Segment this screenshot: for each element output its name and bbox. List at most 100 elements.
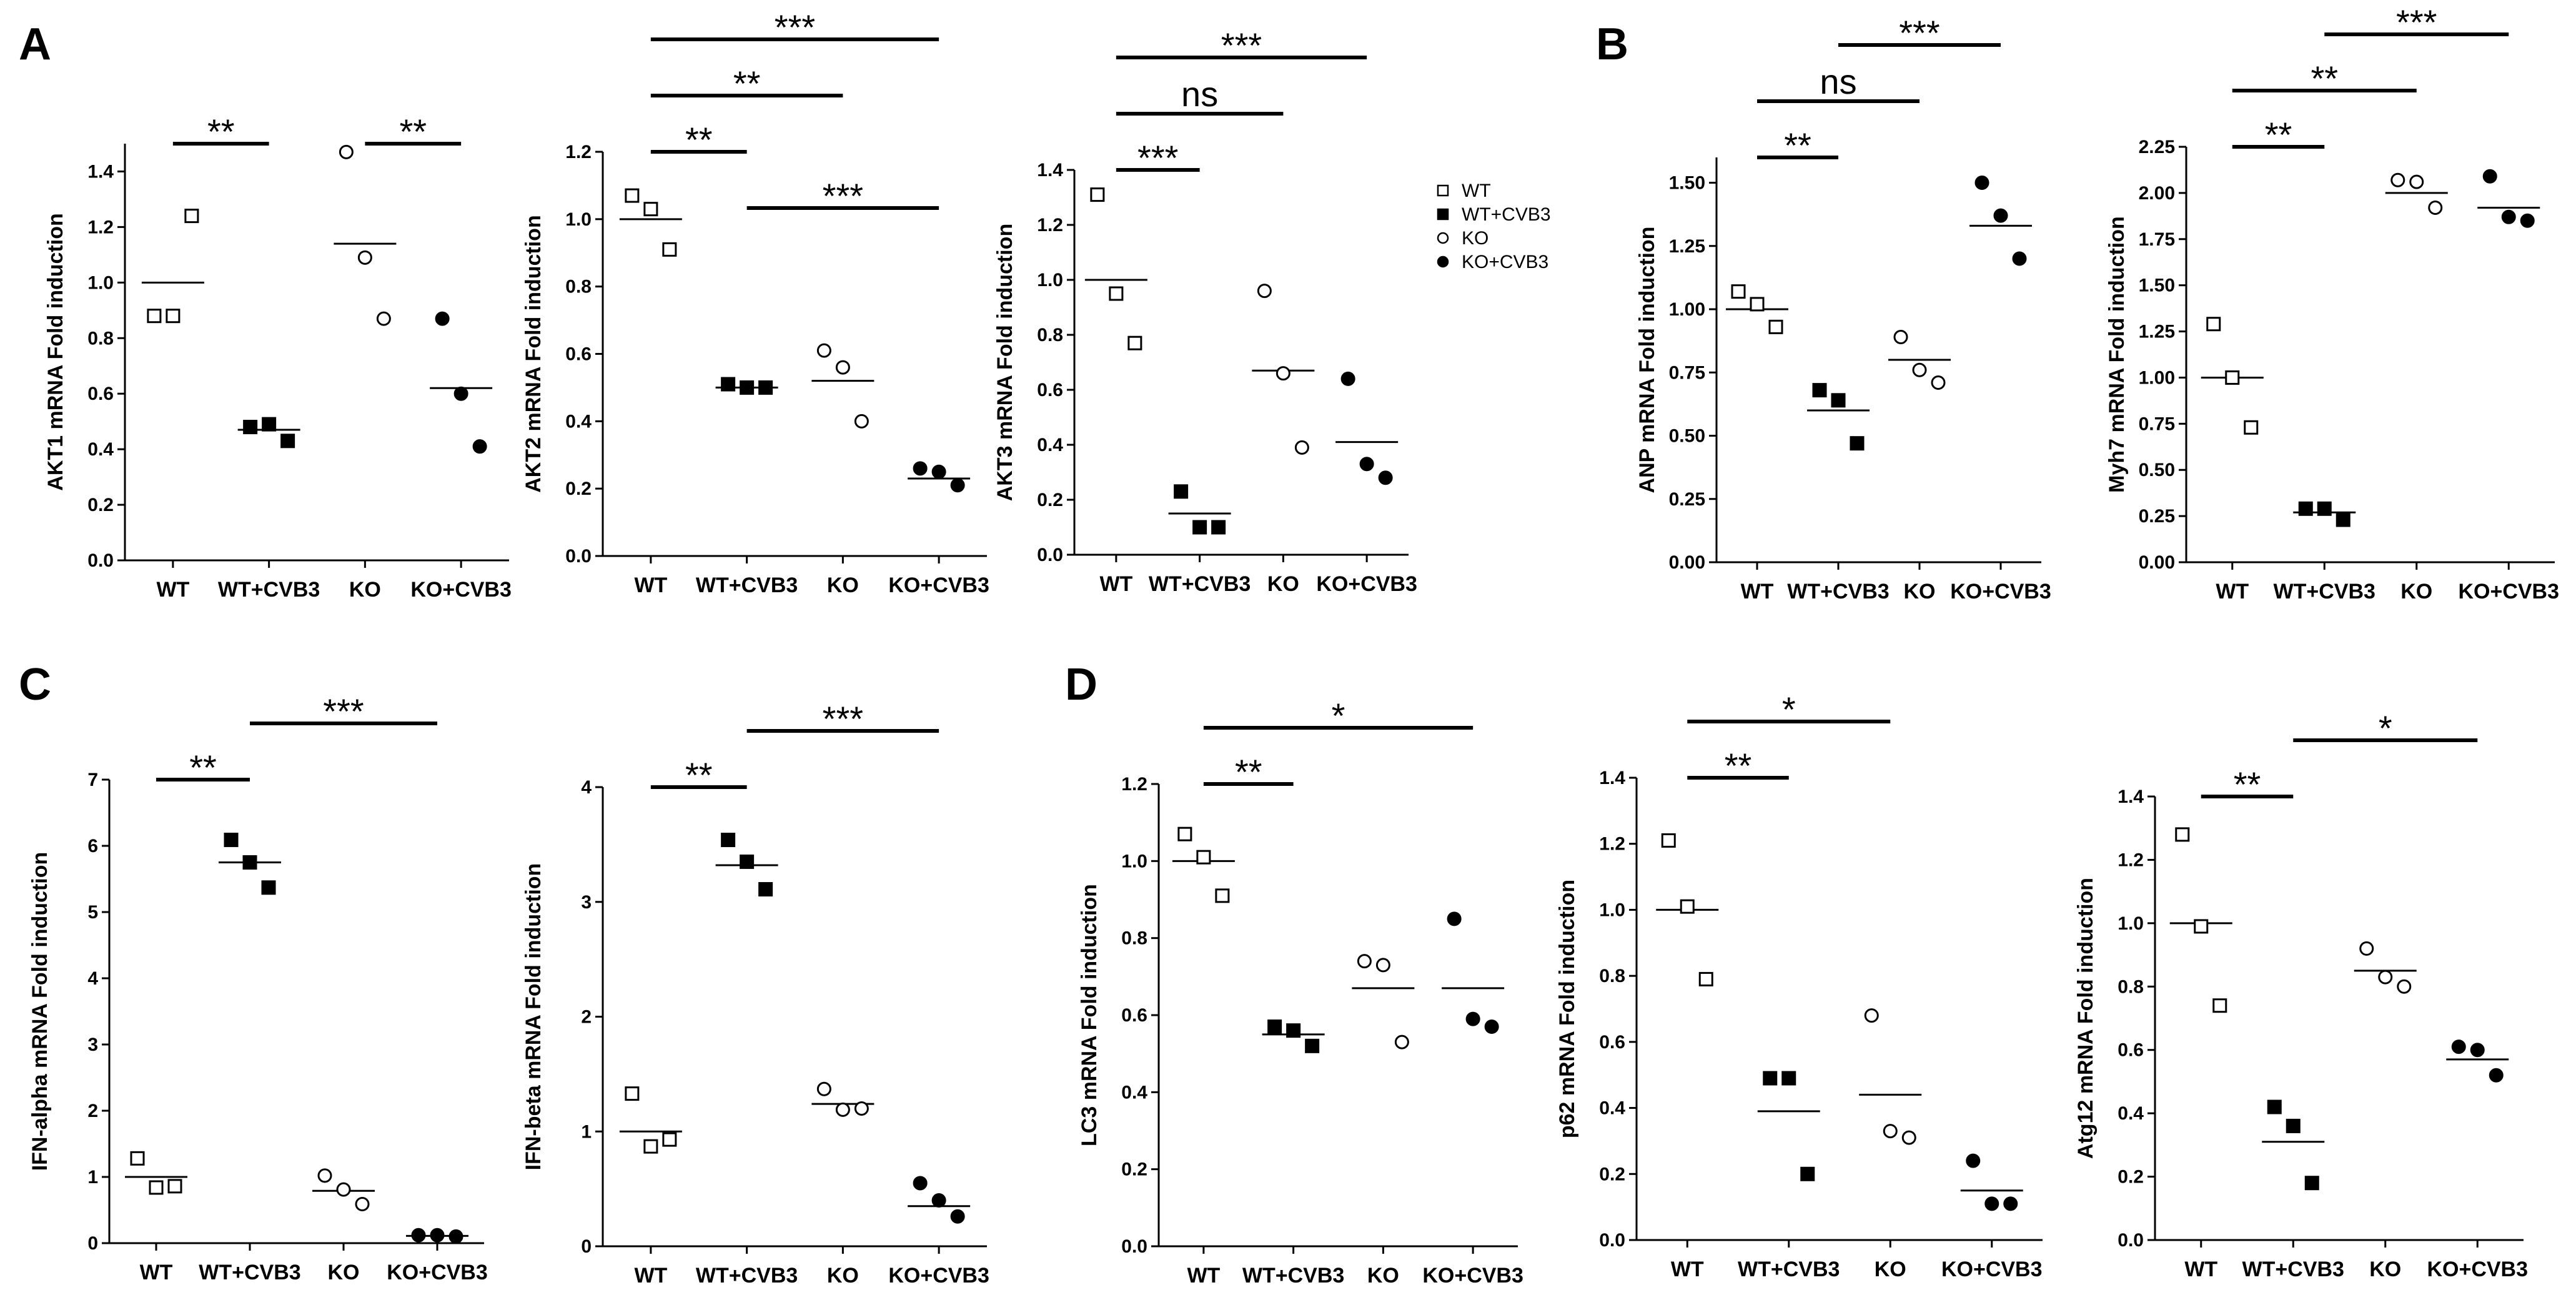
data-point [1357, 954, 1372, 969]
significance-label: ** [207, 112, 235, 151]
significance-label: ** [1235, 752, 1262, 791]
y-tick-label: 0.0 [2118, 1230, 2144, 1251]
data-point [2317, 501, 2332, 516]
y-axis-title: LC3 mRNA Fold induction [1077, 884, 1101, 1146]
data-point [835, 1102, 850, 1117]
significance-label: ** [2234, 765, 2261, 804]
data-point [643, 202, 658, 217]
data-point [1196, 850, 1211, 865]
y-tick-label: 7 [87, 770, 98, 790]
significance-label: ** [399, 112, 427, 151]
data-point [130, 1151, 145, 1166]
significance-label: *** [823, 699, 863, 738]
x-tick-label: WT+CVB3 [696, 573, 798, 597]
data-point [740, 854, 755, 869]
data-point [816, 343, 831, 358]
panel-letter-d: D [1065, 660, 1097, 710]
data-point [357, 250, 372, 265]
y-tick-label: 1.4 [2118, 786, 2144, 807]
y-tick-label: 0.8 [1037, 325, 1063, 345]
data-point [2520, 213, 2535, 228]
x-tick-label: WT+CVB3 [2242, 1258, 2344, 1281]
data-point [2409, 174, 2424, 189]
data-point [149, 1180, 164, 1195]
data-point [1901, 1130, 1916, 1145]
legend: WT WT+CVB3 KO KO+CVB3 [1437, 181, 1551, 272]
data-point [167, 1179, 182, 1194]
data-point [913, 461, 928, 476]
y-tick-label: 0.0 [87, 550, 114, 571]
x-tick-label: KO [2400, 580, 2432, 603]
data-point [1394, 1035, 1409, 1049]
data-point [1731, 284, 1746, 299]
y-tick-label: 0.50 [2139, 460, 2175, 480]
data-point [472, 439, 487, 454]
significance-label: *** [2396, 2, 2437, 42]
data-point [336, 1182, 351, 1197]
x-tick-label: KO [328, 1261, 360, 1284]
data-point [1750, 297, 1765, 312]
y-tick-label: 0.6 [1037, 380, 1063, 400]
data-point [1698, 971, 1713, 986]
data-point [2206, 317, 2221, 332]
significance-label: * [1782, 690, 1796, 729]
y-tick-label: 0.2 [2118, 1167, 2144, 1188]
data-point [435, 311, 450, 326]
x-tick-label: KO+CVB3 [888, 573, 989, 597]
chart-p62: 0.0 0.2 0.4 0.6 0.8 1.0 1.2 1.4 WT WT+CVB3 KO KO+CV… [1555, 690, 2043, 1281]
x-tick-label: WT [1187, 1264, 1220, 1288]
x-tick-label: KO [827, 1264, 859, 1288]
x-tick-label: KO+CVB3 [387, 1261, 488, 1284]
data-point [835, 360, 850, 375]
data-point [1974, 176, 1989, 190]
data-point [2489, 1068, 2504, 1083]
x-tick-label: WT [634, 1264, 667, 1288]
y-tick-label: 1.4 [1599, 768, 1625, 788]
data-point [262, 417, 277, 432]
data-point [1893, 330, 1908, 345]
x-tick-label: KO+CVB3 [888, 1264, 989, 1288]
significance-label: *** [323, 692, 364, 731]
y-tick-label: 2 [581, 1007, 592, 1028]
y-tick-label: 0 [581, 1236, 592, 1257]
x-tick-label: KO+CVB3 [1316, 572, 1417, 596]
significance-label: ** [685, 120, 713, 159]
significance-label: ** [1784, 126, 1811, 165]
chart-lc3: 0.0 0.2 0.4 0.6 0.8 1.0 1.2 WT WT+CVB3 KO KO+CVB3 L… [1077, 696, 1523, 1288]
data-point [2012, 251, 2027, 266]
y-tick-label: 4 [87, 968, 98, 989]
data-point [147, 309, 162, 324]
chart-anp: 0.00 0.25 0.50 0.75 1.00 1.25 1.50 WT WT+CVB3 KO K… [1635, 13, 2051, 603]
y-tick-label: 0.0 [1037, 545, 1063, 565]
y-tick-label: 0.25 [2139, 506, 2175, 527]
y-tick-label: 1.25 [2139, 322, 2175, 342]
data-point [1680, 899, 1695, 914]
data-point [1286, 1023, 1301, 1038]
data-point [950, 1209, 965, 1224]
data-point [1831, 393, 1846, 408]
significance-label: ns [1820, 62, 1856, 101]
data-point [1768, 319, 1783, 334]
x-tick-label: WT+CVB3 [199, 1261, 300, 1284]
data-point [2470, 1043, 2485, 1058]
y-tick-label: 1 [87, 1167, 98, 1188]
data-point [1276, 366, 1290, 381]
legend-marker [1437, 208, 1449, 221]
chart-ifna: 0 1 2 3 4 5 6 7 WT WT+CVB3 KO KO+CVB3 IFN-alpha mRNA… [28, 692, 488, 1284]
data-point [913, 1176, 928, 1191]
y-tick-label: 1.2 [1599, 834, 1625, 855]
chart-akt1: 0.0 0.2 0.4 0.6 0.8 1.0 1.2 1.4 WT WT+CVB3 KO KO+CV… [44, 112, 512, 602]
significance-label: ** [189, 748, 217, 787]
data-point [721, 833, 736, 848]
y-tick-label: 0.0 [1599, 1230, 1625, 1251]
y-tick-label: 1.2 [1037, 215, 1063, 236]
y-axis-title: AKT3 mRNA Fold induction [993, 224, 1017, 501]
chart-ifnb: 0 1 2 3 4 WT WT+CVB3 KO KO+CVB3 IFN-beta mRNA Fol… [522, 699, 989, 1288]
data-point [1127, 335, 1142, 350]
y-tick-label: 0.6 [2118, 1040, 2144, 1061]
data-point [1192, 520, 1207, 535]
data-point [816, 1081, 831, 1096]
x-tick-label: WT+CVB3 [696, 1264, 798, 1288]
x-tick-label: WT [2184, 1258, 2217, 1281]
data-point [854, 1101, 869, 1116]
